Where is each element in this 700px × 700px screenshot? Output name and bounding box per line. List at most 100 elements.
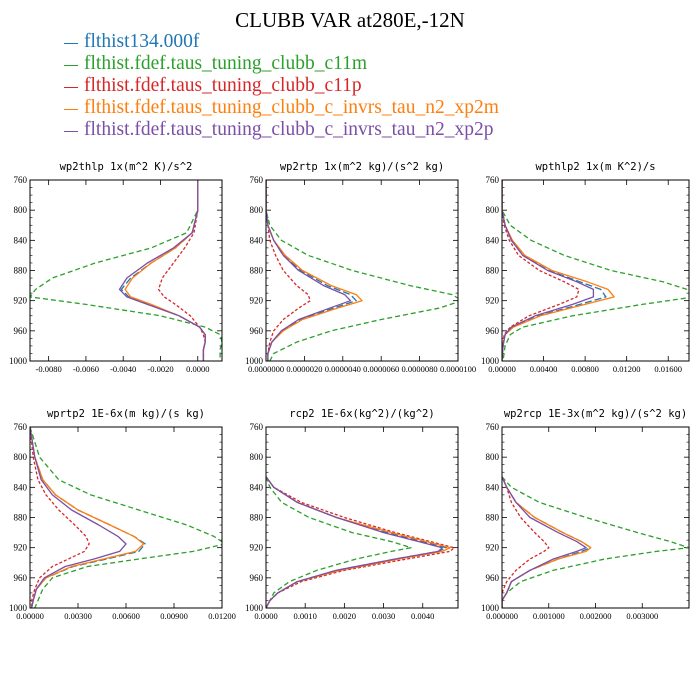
x-tick-label: 0.003000 [626, 611, 658, 621]
y-tick-label: 840 [250, 235, 264, 245]
y-tick-label: 880 [486, 266, 500, 276]
series-line [30, 427, 90, 608]
legend-label: flthist134.000f [84, 31, 200, 52]
x-tick-label: 0.0000 [254, 611, 277, 621]
legend-swatch [64, 87, 78, 88]
series-line [266, 476, 443, 608]
series-line [502, 476, 550, 608]
x-tick-label: 0.0030 [372, 611, 395, 621]
y-tick-label: 960 [250, 326, 264, 336]
y-tick-label: 800 [250, 452, 264, 462]
legend-label: flthist.fdef.taus_tuning_clubb_c_invrs_t… [84, 119, 494, 140]
y-tick-label: 960 [486, 326, 500, 336]
y-tick-label: 1000 [245, 603, 264, 613]
x-tick-label: 0.0000020 [286, 364, 322, 374]
series-line [502, 180, 580, 361]
y-tick-label: 760 [14, 422, 28, 432]
y-tick-label: 800 [14, 205, 28, 215]
x-tick-label: 0.0000000 [248, 364, 284, 374]
y-tick-label: 920 [14, 543, 28, 553]
series-line [118, 180, 206, 361]
plot-frame [265, 426, 459, 609]
y-tick-label: 1000 [245, 356, 264, 366]
series-line [266, 180, 311, 361]
y-tick-label: 880 [14, 513, 28, 523]
y-tick-label: 840 [486, 235, 500, 245]
legend-label: flthist.fdef.taus_tuning_clubb_c_invrs_t… [84, 97, 499, 118]
y-tick-label: 760 [14, 175, 28, 185]
y-tick-label: 920 [14, 296, 28, 306]
series-line [266, 180, 352, 361]
y-tick-label: 960 [486, 573, 500, 583]
y-tick-label: 880 [250, 513, 264, 523]
plot-frame [29, 179, 223, 362]
series-line [266, 476, 447, 608]
plot-frame [265, 179, 459, 362]
plot-frame [501, 179, 690, 362]
y-tick-label: 960 [14, 326, 28, 336]
x-tick-label: 0.01600 [654, 364, 682, 374]
x-tick-label: 0.01200 [208, 611, 236, 621]
y-tick-label: 760 [486, 175, 500, 185]
plot-frame [29, 426, 223, 609]
y-tick-label: 760 [250, 422, 264, 432]
x-tick-label: -0.0040 [110, 364, 136, 374]
chart-title: wp2rcp 1E-3x(m^2 kg)/(s^2 kg) [504, 408, 687, 420]
y-tick-label: 960 [250, 573, 264, 583]
chart-panel: rcp2 1E-6x(kg^2)/(kg^2) 760 800 840 880 920 96… [245, 408, 459, 621]
x-tick-label: 0.0040 [411, 611, 434, 621]
chart-panel: wprtp2 1E-6x(m kg)/(s kg) 760 800 840 880 920… [9, 408, 236, 621]
series-line [266, 476, 412, 608]
legend-label: flthist.fdef.taus_tuning_clubb_c11m [84, 53, 368, 74]
y-tick-label: 960 [14, 573, 28, 583]
chart-title: wpthlp2 1x(m K^2)/s [535, 161, 655, 173]
legend-swatch [64, 65, 78, 66]
x-tick-label: 0.01200 [613, 364, 641, 374]
series-line [30, 427, 127, 608]
x-tick-label: -0.0060 [73, 364, 99, 374]
x-tick-label: 0.00000 [488, 364, 516, 374]
y-tick-label: 800 [486, 205, 500, 215]
x-tick-label: 0.00900 [160, 611, 188, 621]
series-line [502, 476, 587, 608]
y-tick-label: 760 [486, 422, 500, 432]
series-line [502, 476, 689, 608]
x-tick-label: 0.000000 [486, 611, 518, 621]
y-tick-label: 800 [486, 452, 500, 462]
series-line [502, 180, 689, 361]
x-tick-label: 0.0000 [186, 364, 209, 374]
y-tick-label: 760 [250, 175, 264, 185]
y-tick-label: 880 [486, 513, 500, 523]
series-line [266, 180, 363, 361]
chart-panel: wp2thlp 1x(m^2 K)/s^2 760 800 840 880 920 960 1… [9, 161, 223, 374]
x-tick-label: 0.001000 [533, 611, 565, 621]
x-tick-label: 0.00300 [64, 611, 92, 621]
x-tick-label: 0.00000 [16, 611, 44, 621]
chart-panel: wpthlp2 1x(m K^2)/s 760 800 840 880 920 960 100… [481, 161, 690, 374]
legend-label: flthist.fdef.taus_tuning_clubb_c11p [84, 75, 362, 96]
legend-swatch [64, 109, 78, 110]
x-tick-label: 0.002000 [580, 611, 612, 621]
x-tick-label: 0.0000100 [440, 364, 476, 374]
chart-title: wp2thlp 1x(m^2 K)/s^2 [60, 161, 193, 173]
chart-title: wp2rtp 1x(m^2 kg)/(s^2 kg) [280, 161, 444, 173]
series-line [30, 427, 145, 608]
y-tick-label: 920 [250, 543, 264, 553]
legend-swatch [64, 43, 78, 44]
series-line [502, 180, 595, 361]
x-tick-label: 0.0020 [333, 611, 356, 621]
series-line [30, 180, 222, 361]
chart-title: rcp2 1E-6x(kg^2)/(kg^2) [289, 408, 434, 420]
y-tick-label: 840 [14, 235, 28, 245]
series-line [502, 180, 615, 361]
y-tick-label: 1000 [481, 356, 500, 366]
y-tick-label: 1000 [9, 603, 28, 613]
y-tick-label: 1000 [9, 356, 28, 366]
y-tick-label: 880 [250, 266, 264, 276]
x-tick-label: -0.0020 [147, 364, 173, 374]
series-line [30, 427, 222, 608]
y-tick-label: 800 [14, 452, 28, 462]
x-tick-label: 0.0000040 [325, 364, 361, 374]
y-tick-label: 1000 [481, 603, 500, 613]
